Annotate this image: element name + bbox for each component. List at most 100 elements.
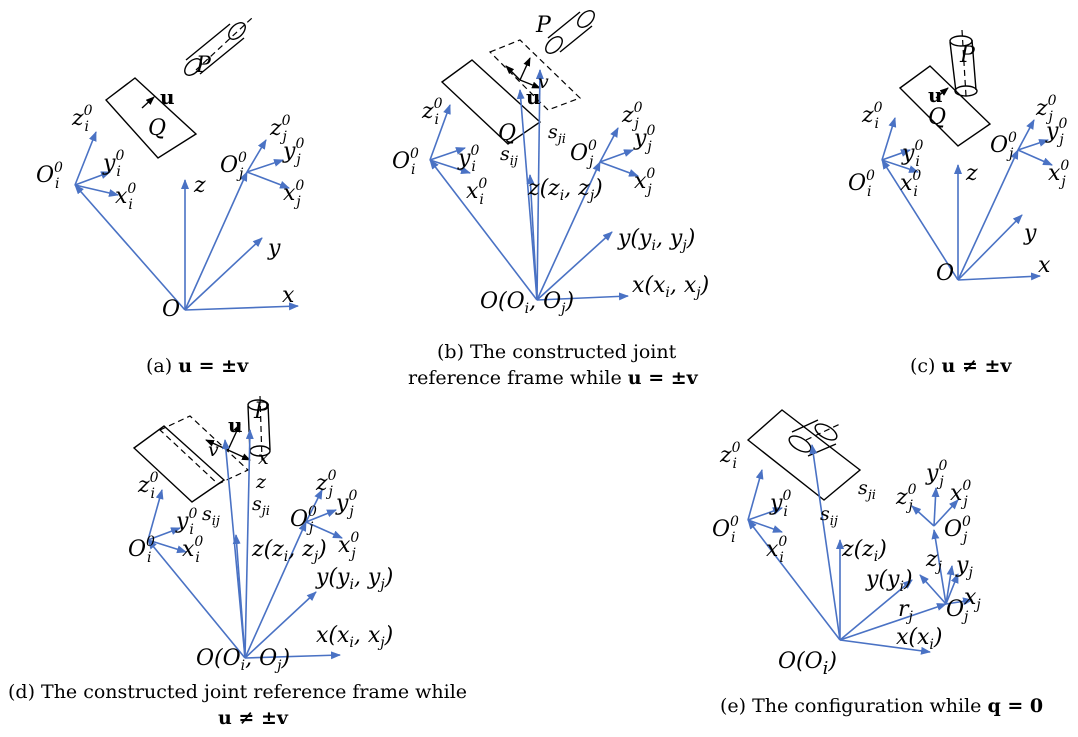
label-oj: Oj (946, 597, 969, 625)
label-zj0: z0 j (621, 100, 643, 132)
label-oj0: O0 j (570, 138, 597, 170)
label-z-zi-zj: z(zi, zj) (251, 537, 327, 565)
label-yi0: y0 i (457, 143, 479, 175)
caption-e: (e) The configuration while q = 0 (720, 695, 1043, 717)
label-yj0: y0 j (1045, 116, 1067, 148)
label-xi0: x0 i (115, 181, 136, 213)
label-o: O (162, 297, 180, 322)
label-sji: sji (548, 121, 566, 147)
label-o-oi-oj: O(Oi, Oj) (480, 289, 574, 317)
label-sij: sij (820, 503, 838, 529)
label-xj0: x0 j (1048, 158, 1069, 190)
caption-a: (a) u = ±v (146, 355, 249, 377)
label-p: P (535, 13, 552, 38)
label-zi0: z0 i (719, 440, 741, 472)
label-zj0: z0 j (269, 113, 291, 145)
panel-b: P Q u v sij sji z0 i y0 i x0 i O0 i z0 j y0 j … (392, 10, 709, 317)
label-yj: yj (955, 553, 973, 581)
label-y-yi-yj: y(yi, yj) (315, 565, 393, 593)
label-xi0: x0 i (182, 534, 203, 566)
label-x: x (282, 283, 295, 308)
label-zi0: z0 i (137, 470, 159, 502)
label-oi0: O0 i (128, 534, 155, 566)
label-zi0: z0 i (421, 96, 443, 128)
label-o: O (936, 261, 954, 286)
label-zj0: z0 j (895, 482, 917, 514)
label-sji: sji (252, 493, 270, 519)
label-yj0: y0 j (633, 123, 655, 155)
label-xj0: x0 j (338, 530, 359, 562)
panel-a: P Q u z0 i y0 i x0 i O0 i z0 j y0 j x0 j O0 j z … (36, 17, 304, 322)
panel-e: z0 i y0 i x0 i O0 i sij sji z0 j y0 j x0 j O0 j … (712, 409, 981, 679)
label-zdash: z (255, 471, 267, 493)
label-yi0: y0 i (769, 488, 791, 520)
label-p: P (195, 53, 212, 78)
label-yi0: y0 i (102, 148, 124, 180)
label-sij: sij (202, 503, 220, 529)
label-yj0: y0 j (335, 488, 357, 520)
label-sji: sji (858, 477, 876, 503)
label-z-zi: z(zi) (841, 537, 887, 565)
label-oj0: O0 j (220, 150, 247, 182)
u-vector (935, 87, 949, 99)
label-xdash: x (258, 447, 269, 469)
plane-q (898, 65, 992, 147)
label-x-xi: x(xi) (896, 625, 942, 653)
label-o-oi: O(Oi) (778, 649, 837, 679)
panel-c: P Q u z0 i y0 i x0 i O0 i z0 j y0 j x0 j O0 j z … (848, 29, 1069, 286)
label-y: y (1023, 221, 1037, 246)
label-v: v (208, 439, 219, 461)
label-yj0: y0 j (282, 136, 304, 168)
label-rj: rj (898, 597, 914, 625)
caption-c: (c) u ≠ ±v (910, 355, 1012, 377)
label-z: z (965, 161, 978, 186)
label-q: Q (928, 105, 946, 130)
label-oi0: O0 i (712, 514, 739, 546)
cylinder-p (184, 17, 253, 76)
caption-d-line1: (d) The constructed joint reference fram… (8, 681, 467, 703)
label-q: Q (148, 116, 166, 141)
u-vector (141, 96, 155, 109)
plane-q (132, 425, 226, 503)
dashed-plane (158, 415, 250, 485)
caption-b-line1: (b) The constructed joint (437, 341, 677, 363)
label-xj0: x0 j (634, 166, 655, 198)
label-zi0: z0 i (861, 100, 883, 132)
label-oj0: O0 j (290, 504, 317, 536)
label-y-yi-yj: y(yi, yj) (617, 226, 695, 254)
label-yj0: y0 j (925, 458, 947, 490)
label-zi0: z0 i (71, 103, 93, 135)
label-y: y (267, 236, 281, 261)
label-o-oi-oj: O(Oi, Oj) (196, 646, 290, 674)
plane-q (104, 77, 198, 159)
label-sij: sij (500, 143, 518, 169)
label-v: v (538, 71, 549, 93)
cylinder-p (949, 29, 978, 97)
label-zj0: z0 j (315, 468, 337, 500)
label-xj0: x0 j (283, 178, 304, 210)
label-yi0: y0 i (175, 506, 197, 538)
label-y-yi: y(yi) (865, 567, 913, 595)
dashed-plane (488, 39, 582, 111)
label-xi0: x0 i (766, 534, 787, 566)
caption-d-line2: u ≠ ±v (218, 707, 289, 729)
label-u: u (928, 83, 943, 107)
label-oi0: O0 i (848, 168, 875, 200)
label-z: z (193, 173, 206, 198)
label-yi0: y0 i (901, 138, 923, 170)
label-x: x (1038, 253, 1051, 278)
label-z-zi-zj: z(zi, zj) (527, 176, 603, 204)
cylinder-p (545, 10, 595, 54)
label-zj: zj (925, 547, 943, 575)
label-p: P (959, 43, 976, 68)
caption-b-line2: reference frame while u = ±v (408, 367, 699, 389)
label-x-xi-xj: x(xi, xj) (316, 623, 393, 651)
label-xj0: x0 j (950, 478, 971, 510)
label-q: Q (498, 121, 516, 146)
label-xj: xj (964, 585, 981, 613)
label-xi0: x0 i (900, 168, 921, 200)
label-oi0: O0 i (36, 160, 63, 192)
label-u: u (160, 85, 175, 109)
label-u: u (228, 413, 243, 437)
